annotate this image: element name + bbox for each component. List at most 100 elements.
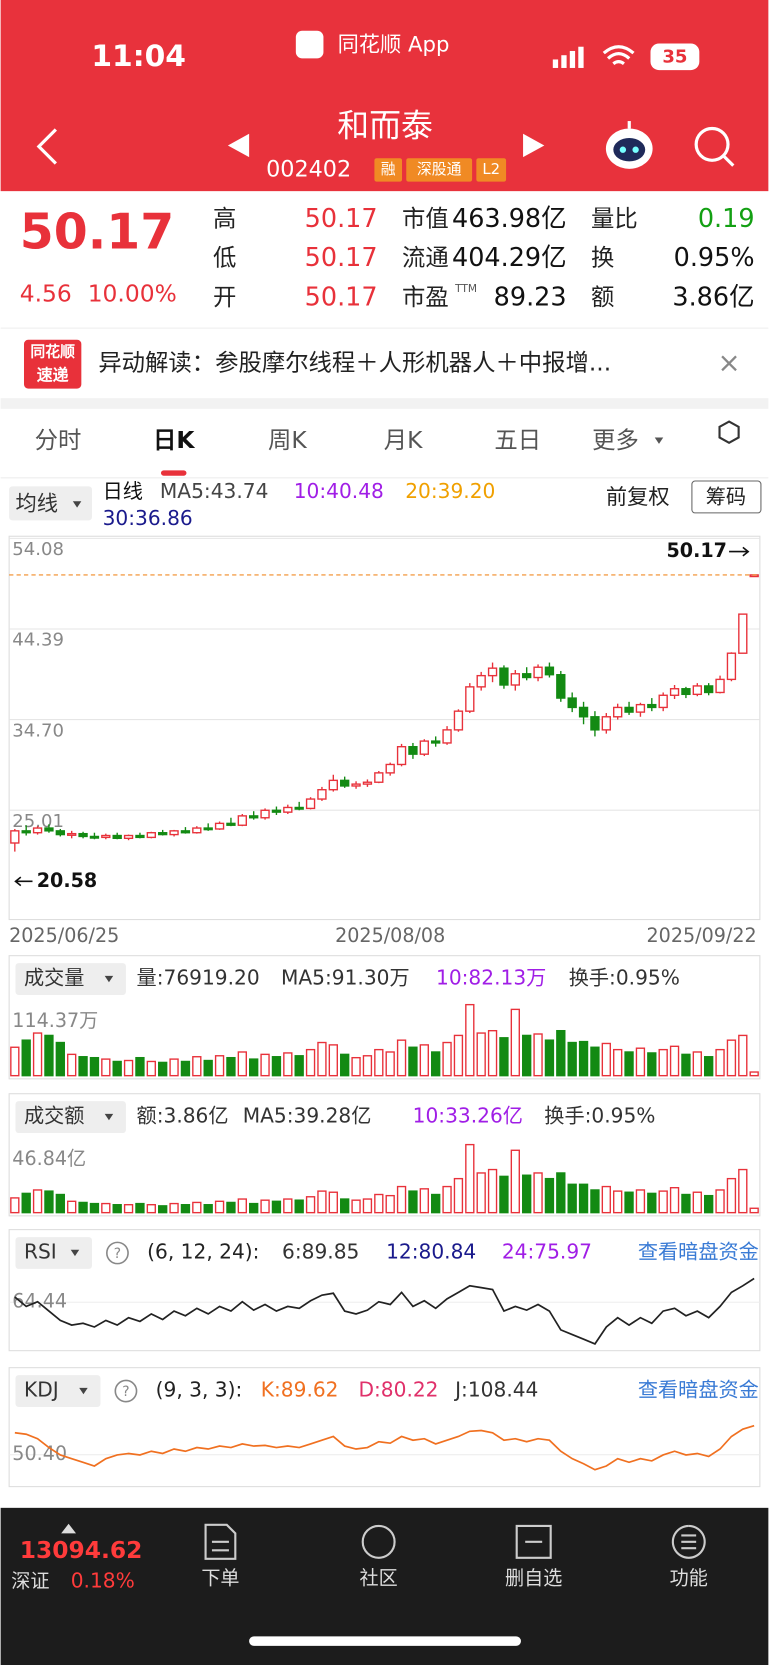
volume-bar (738, 1168, 748, 1214)
candle-body (44, 827, 54, 832)
candle-body (203, 827, 213, 831)
indicator-button[interactable] (15, 1101, 126, 1134)
indicator-legend: 6:89.85 (282, 1239, 359, 1263)
app-name: 同花顺 App (338, 33, 450, 58)
volume-bar (226, 1056, 236, 1077)
candle-body (669, 688, 680, 696)
y-tick-label: 34.70 (12, 720, 64, 741)
volume-bar (44, 1034, 54, 1077)
menu-label[interactable]: 删自选 (505, 1566, 562, 1589)
volume-bar (658, 1048, 668, 1077)
volume-bar (624, 1051, 634, 1077)
volume-bar (408, 1190, 418, 1214)
menu-label[interactable]: 下单 (201, 1566, 239, 1589)
menu-icon[interactable] (361, 1524, 396, 1559)
volume-bar (78, 1056, 88, 1077)
candle-body (396, 746, 407, 766)
volume-bar (476, 1172, 486, 1214)
volume-bar (487, 1029, 498, 1077)
tab[interactable]: 周K (268, 426, 307, 454)
stock-tag-label: L2 (482, 160, 500, 178)
battery-icon (650, 43, 700, 71)
candle-body (510, 673, 520, 686)
stock-name: 和而泰 (337, 106, 433, 144)
volume-bar (681, 1053, 691, 1077)
home-indicator (249, 1636, 521, 1646)
candle-body (67, 832, 77, 836)
prev-stock[interactable] (227, 133, 250, 158)
volume-bar (55, 1041, 65, 1077)
volume-bar (544, 1039, 555, 1077)
menu-icon[interactable] (515, 1524, 552, 1559)
dropdown-arrow (104, 975, 114, 983)
panel-frame (8, 535, 761, 921)
dropdown-arrow (654, 437, 664, 444)
volume-bar (237, 1198, 247, 1214)
indicator-legend: 额:3.86亿 (137, 1104, 229, 1128)
quote-value: 50.17 (305, 282, 378, 312)
help-icon[interactable] (106, 1241, 129, 1265)
volume-bar (419, 1044, 429, 1077)
min-price-label: 20.58 (37, 869, 97, 892)
help-icon[interactable] (114, 1379, 138, 1403)
quote-label: 流通 (402, 244, 449, 272)
quote-value: 463.98亿 (452, 204, 567, 234)
volume-bar (55, 1193, 65, 1214)
back-button[interactable] (36, 128, 57, 165)
volume-bar (647, 1192, 657, 1214)
volume-bar (362, 1198, 373, 1214)
volume-bar (32, 1032, 43, 1077)
volume-bar (658, 1190, 668, 1214)
indicator-button[interactable] (15, 963, 126, 995)
menu-label[interactable]: 功能 (670, 1566, 708, 1589)
volume-bar (158, 1061, 168, 1077)
volume-bar (271, 1200, 282, 1214)
max-arrow (729, 546, 750, 557)
dark-pool-link[interactable]: 查看暗盘资金 (638, 1239, 759, 1263)
indicator-button[interactable] (15, 1237, 92, 1269)
volume-bar (510, 1149, 520, 1214)
tab[interactable]: 月K (384, 426, 423, 454)
index-arrow (61, 1523, 77, 1534)
menu-label[interactable]: 社区 (360, 1566, 398, 1589)
settings-icon[interactable] (718, 420, 740, 445)
indicator-line (14, 1424, 755, 1471)
y-tick-label: 44.39 (12, 630, 64, 651)
chips-button[interactable] (691, 480, 762, 514)
tab[interactable]: 更多 (592, 426, 639, 454)
banner-close[interactable]: × (718, 346, 741, 379)
search-icon[interactable] (694, 126, 735, 167)
candle-body (635, 703, 646, 713)
menu-icon[interactable] (204, 1523, 237, 1560)
quote-label: 额 (591, 283, 614, 311)
dark-pool-link[interactable]: 查看暗盘资金 (638, 1378, 759, 1402)
quote-value: 50.17 (305, 204, 378, 234)
indicator-button[interactable] (15, 1375, 101, 1407)
volume-bar (726, 1039, 737, 1077)
candle-body (704, 685, 714, 694)
stock-tag (476, 158, 507, 182)
tab[interactable]: 日K (153, 426, 195, 454)
next-stock[interactable] (523, 133, 545, 158)
volume-bar (465, 1003, 475, 1077)
assistant-icon[interactable] (605, 121, 653, 169)
index-value: 13094.62 (20, 1536, 143, 1564)
panel-frame (8, 1229, 761, 1352)
volume-bar (396, 1185, 407, 1214)
ma-button[interactable] (9, 486, 92, 521)
quote-value: 0.19 (698, 204, 755, 234)
menu-icon[interactable] (671, 1524, 706, 1559)
tab[interactable]: 五日 (494, 426, 541, 454)
volume-bar (374, 1193, 384, 1214)
volume-bar (123, 1204, 134, 1214)
index-pct: 0.18% (71, 1569, 135, 1593)
quote-label: 开 (213, 283, 236, 311)
candle-body (10, 830, 20, 844)
candle-body (522, 673, 532, 679)
min-arrow (14, 876, 33, 887)
volume-bar (112, 1204, 122, 1214)
volume-bar (44, 1190, 54, 1214)
volume-bar (578, 1040, 589, 1077)
tab[interactable]: 分时 (35, 426, 82, 454)
dropdown-arrow (104, 1113, 114, 1121)
